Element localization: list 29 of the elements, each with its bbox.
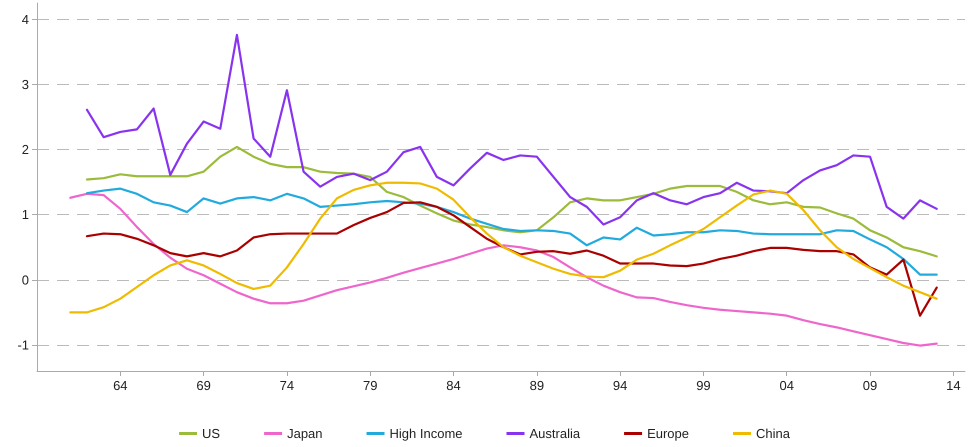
y-tick-label: 3 [22, 76, 29, 92]
y-tick-label: 2 [22, 142, 29, 158]
y-tick-label: 1 [22, 207, 29, 222]
x-tick-label: 74 [280, 378, 294, 393]
line-series [86, 34, 938, 226]
legend-label: Europe [647, 426, 689, 441]
x-tick-label: 79 [362, 378, 378, 393]
y-tick-label: -1 [17, 337, 29, 352]
x-tick-label: 69 [196, 378, 211, 393]
x-tick-label: 99 [696, 378, 711, 393]
line-series [86, 201, 938, 317]
x-tick-label: 14 [946, 378, 961, 393]
x-tick-label: 09 [862, 378, 878, 393]
legend-label: Japan [287, 426, 323, 441]
x-tick-label: 04 [779, 378, 794, 393]
legend-label: China [756, 426, 791, 441]
line-series [69, 182, 938, 314]
y-tick-label: 4 [22, 12, 29, 27]
line-series [86, 188, 938, 276]
legend-label: US [202, 426, 220, 441]
line-series [86, 146, 938, 258]
x-tick-label: 64 [113, 378, 128, 393]
line-series [69, 192, 938, 347]
legend-label: High Income [390, 426, 462, 441]
y-tick-label: 0 [22, 272, 29, 288]
legend-label: Australia [529, 426, 581, 441]
x-tick-label: 89 [530, 378, 544, 393]
x-tick-label: 84 [446, 378, 461, 393]
x-tick-label: 94 [612, 378, 628, 393]
